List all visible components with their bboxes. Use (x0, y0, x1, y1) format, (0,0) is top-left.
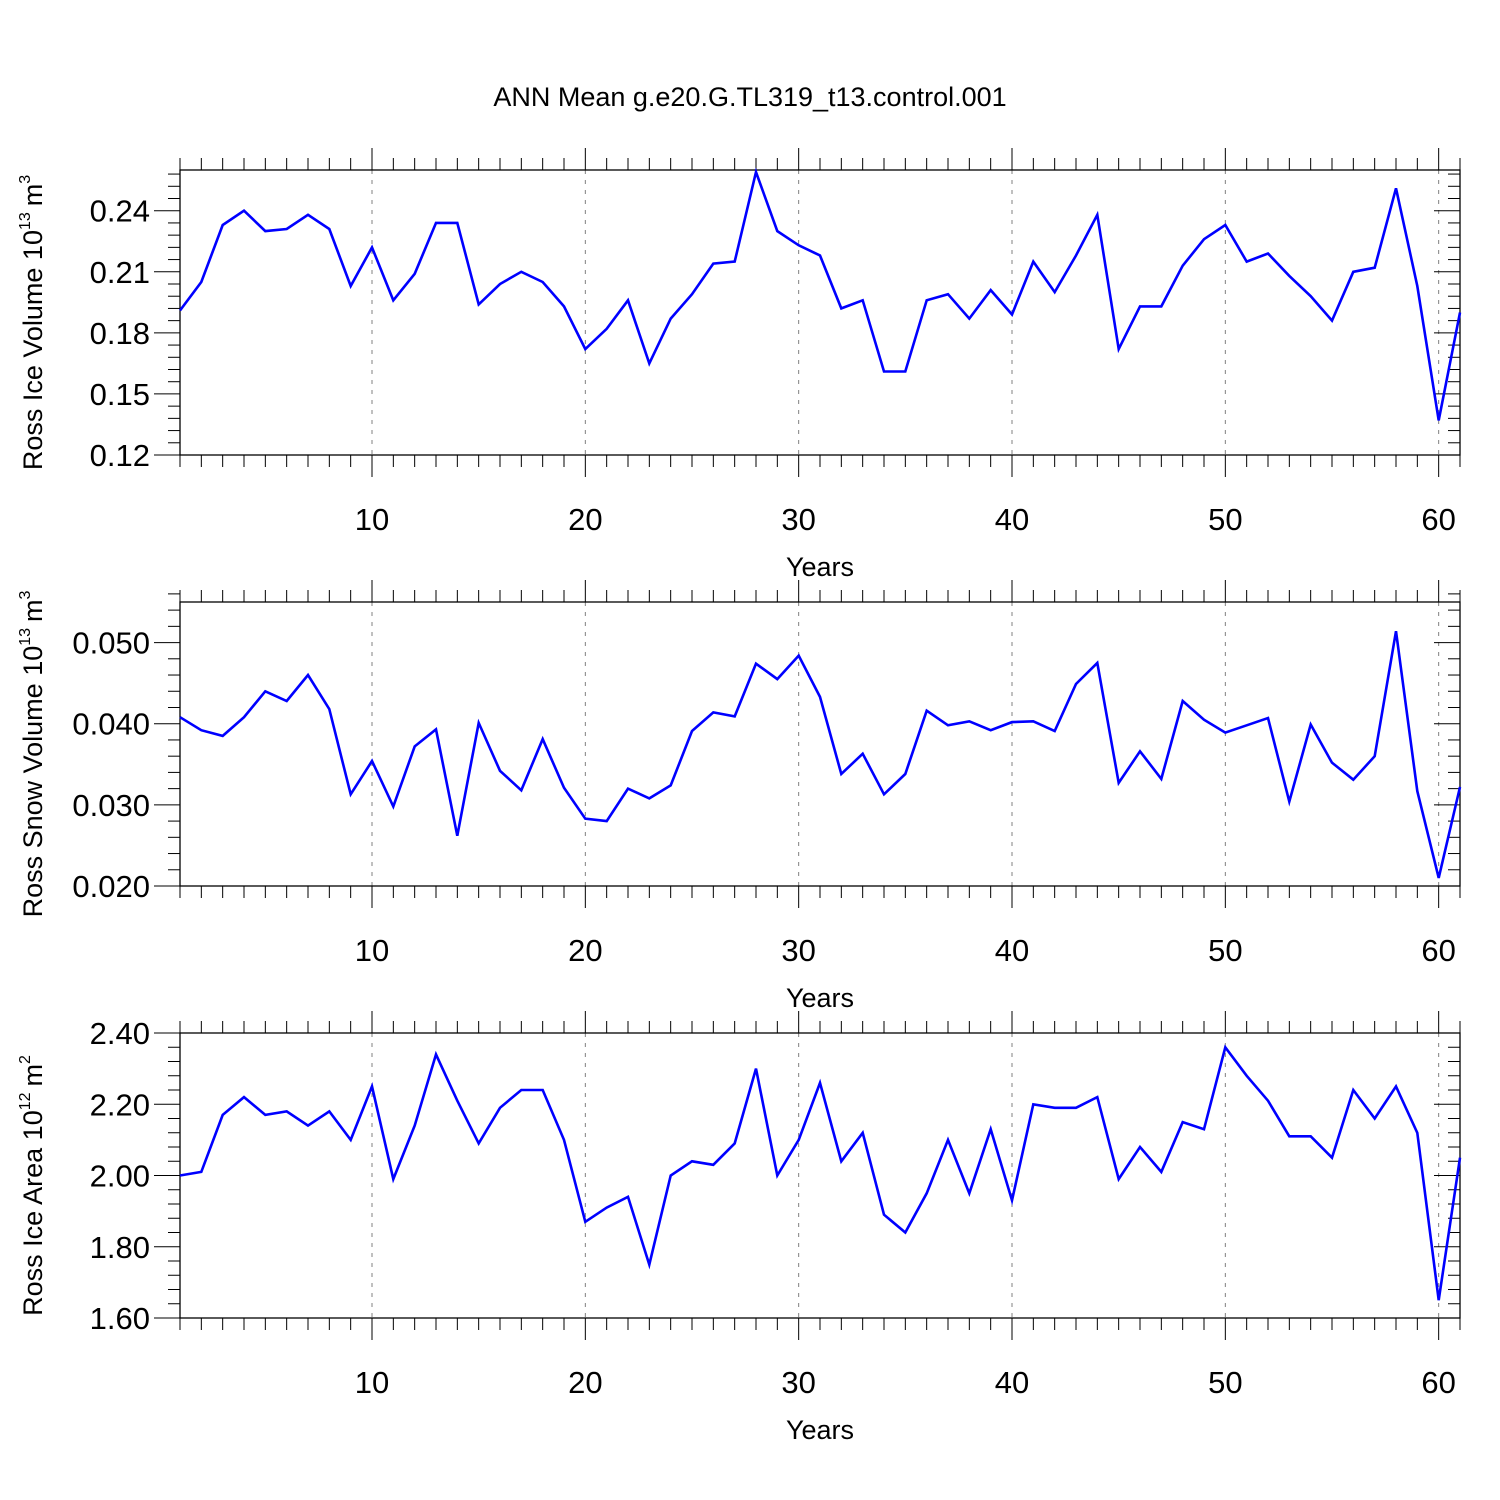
x-tick-label: 20 (568, 1365, 602, 1400)
y-axis-label-unit-exponent: 3 (17, 175, 34, 184)
x-tick-label: 30 (781, 1365, 815, 1400)
y-tick-label: 2.20 (90, 1087, 150, 1122)
y-tick-label: 0.040 (72, 707, 150, 742)
y-axis-label-text: Ross Ice Area 10 (18, 1110, 48, 1316)
y-axis-label-exponent: 13 (17, 628, 34, 646)
x-tick-label: 60 (1421, 502, 1455, 537)
x-tick-label: 40 (995, 933, 1029, 968)
x-tick-label: 10 (355, 1365, 389, 1400)
y-tick-label: 1.60 (90, 1301, 150, 1336)
panel-ross-ice-volume: 0.12 0.15 0.18 0.21 0.24 10 20 30 40 50 60 Years Ros… (17, 148, 1462, 582)
y-tick-label: 0.15 (90, 377, 150, 412)
series-line-ross-ice-volume (178, 167, 1462, 421)
series-line-ross-snow-volume (179, 630, 1462, 879)
y-axis-label-unit-exponent: 3 (17, 590, 34, 599)
panel-ross-ice-area: 1.60 1.80 2.00 2.20 2.40 10 20 30 40 50 60 Years Ros… (17, 1011, 1462, 1445)
series-line-ross-ice-area (179, 1044, 1462, 1301)
x-tick-label: 50 (1208, 502, 1242, 537)
y-axis-label-exponent: 12 (17, 1092, 34, 1110)
x-tick-label: 40 (995, 502, 1029, 537)
y-tick-label: 0.18 (90, 316, 150, 351)
y-tick-label: 0.030 (72, 788, 150, 823)
y-axis-label-unit: m (18, 1064, 48, 1087)
y-tick-label: 0.12 (90, 438, 150, 473)
panels: 0.12 0.15 0.18 0.21 0.24 10 20 30 40 50 60 Years Ros… (17, 148, 1462, 1445)
y-axis-label: Ross Ice Area 1012 m2 (17, 1055, 48, 1316)
y-axis-label-text: Ross Ice Volume 10 (18, 230, 48, 470)
y-axis-label-unit: m (18, 599, 48, 622)
y-axis-label: Ross Snow Volume 1013 m3 (17, 590, 48, 917)
x-axis-label: Years (786, 983, 854, 1013)
x-tick-label: 30 (781, 933, 815, 968)
x-axis-label: Years (786, 1415, 854, 1445)
y-tick-label: 0.020 (72, 869, 150, 904)
y-tick-label: 1.80 (90, 1230, 150, 1265)
x-tick-label: 30 (781, 502, 815, 537)
y-tick-label: 0.21 (90, 255, 150, 290)
x-tick-label: 10 (355, 502, 389, 537)
x-tick-label: 50 (1208, 933, 1242, 968)
y-axis-label-exponent: 13 (17, 212, 34, 230)
x-tick-label: 60 (1421, 1365, 1455, 1400)
x-tick-label: 20 (568, 502, 602, 537)
y-tick-label: 2.40 (90, 1016, 150, 1051)
x-tick-label: 20 (568, 933, 602, 968)
chart-title: ANN Mean g.e20.G.TL319_t13.control.001 (493, 82, 1006, 112)
panel-ross-snow-volume: 0.020 0.030 0.040 0.050 10 20 30 40 50 60 Years Ros… (17, 580, 1462, 1013)
y-axis-label: Ross Ice Volume 1013 m3 (17, 175, 48, 470)
y-axis-label-unit: m (18, 184, 48, 207)
x-tick-label: 40 (995, 1365, 1029, 1400)
x-tick-label: 60 (1421, 933, 1455, 968)
y-tick-label: 0.24 (90, 194, 150, 229)
y-tick-label: 2.00 (90, 1159, 150, 1194)
x-tick-label: 10 (355, 933, 389, 968)
y-tick-label: 0.050 (72, 626, 150, 661)
x-axis-label: Years (786, 552, 854, 582)
y-axis-label-text: Ross Snow Volume 10 (18, 646, 48, 918)
y-axis-label-unit-exponent: 2 (17, 1055, 34, 1064)
x-tick-label: 50 (1208, 1365, 1242, 1400)
